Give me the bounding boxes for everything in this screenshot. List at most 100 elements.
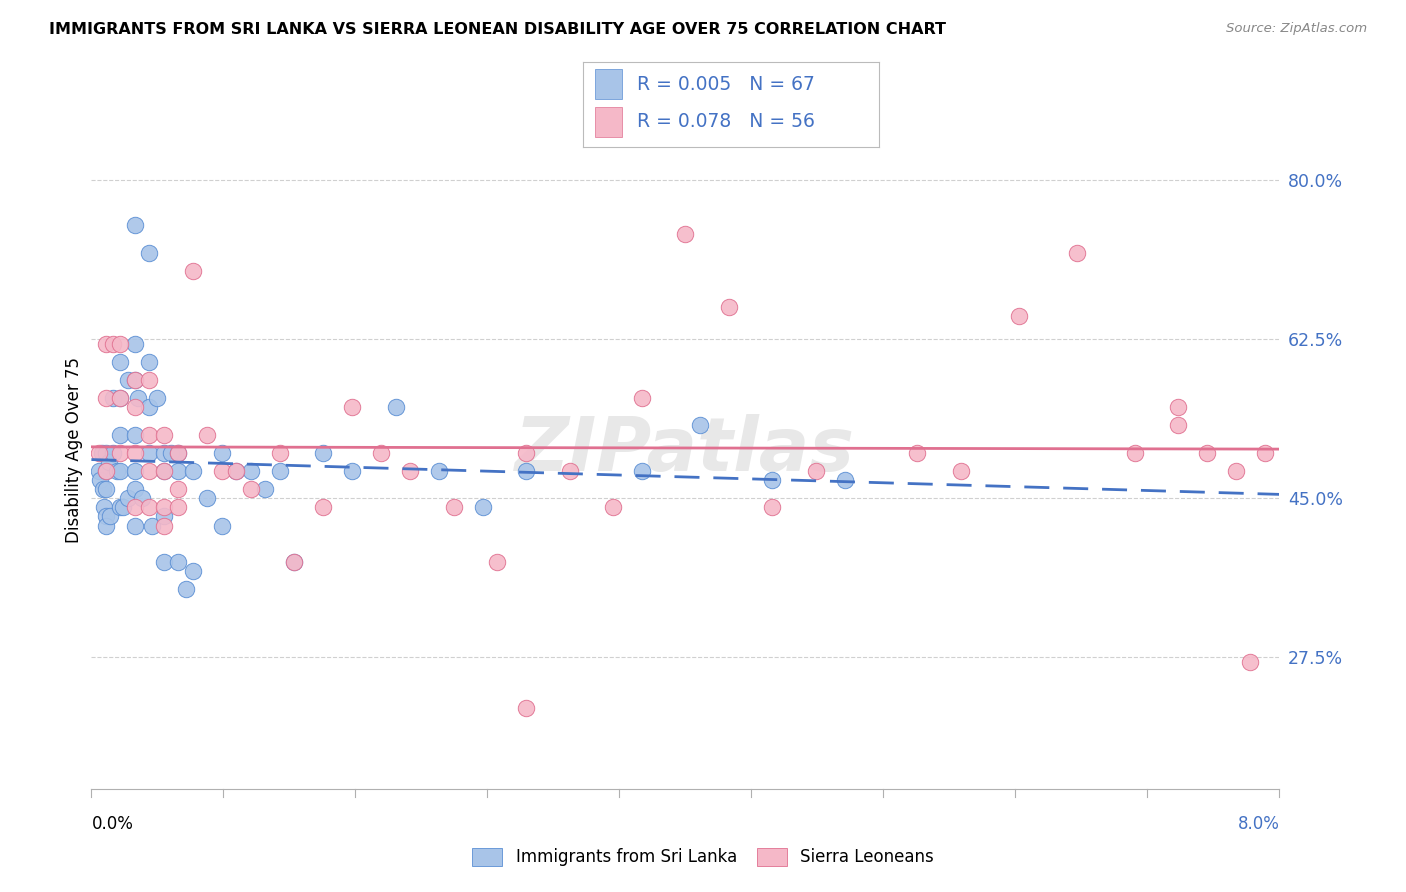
Text: R = 0.078   N = 56: R = 0.078 N = 56 (637, 112, 814, 131)
Point (110, 336, 132, 351)
Point (110, 427, 132, 442)
Point (153, 509, 176, 524)
Point (110, 355, 132, 369)
Point (195, 491, 218, 506)
Point (160, 446, 183, 460)
Point (110, 446, 132, 460)
Point (167, 446, 190, 460)
Point (269, 446, 291, 460)
Point (124, 336, 146, 351)
Point (515, 464, 537, 478)
Point (689, 418, 711, 433)
Point (138, 500, 160, 515)
Point (1008, 310, 1031, 324)
Bar (595, 107, 621, 137)
Point (94, 336, 117, 351)
Point (181, 564, 204, 578)
Point (283, 555, 305, 569)
Point (101, 446, 124, 460)
Text: IMMIGRANTS FROM SRI LANKA VS SIERRA LEONEAN DISABILITY AGE OVER 75 CORRELATION C: IMMIGRANTS FROM SRI LANKA VS SIERRA LEON… (49, 22, 946, 37)
Point (167, 500, 190, 515)
Point (167, 555, 190, 569)
Point (384, 401, 406, 415)
Point (195, 427, 218, 442)
Point (1066, 245, 1088, 260)
Point (399, 464, 422, 478)
Point (107, 464, 129, 478)
Point (1225, 464, 1247, 478)
Point (124, 446, 146, 460)
Point (138, 373, 160, 387)
Point (254, 482, 277, 496)
Point (94, 464, 117, 478)
Point (138, 464, 160, 478)
Point (283, 555, 305, 569)
Point (87, 464, 110, 478)
Point (167, 446, 190, 460)
Point (124, 482, 146, 496)
Text: ZIPatlas: ZIPatlas (516, 414, 855, 487)
Point (124, 427, 146, 442)
Point (127, 391, 149, 405)
Point (94, 509, 117, 524)
Point (110, 464, 132, 478)
Point (486, 555, 509, 569)
Point (1254, 446, 1277, 460)
Point (141, 518, 163, 533)
Point (312, 500, 335, 515)
Point (93, 500, 115, 515)
Point (89, 473, 111, 487)
Point (181, 464, 204, 478)
Point (225, 464, 247, 478)
Point (124, 219, 146, 233)
Point (631, 464, 654, 478)
Point (124, 518, 146, 533)
Point (138, 401, 160, 415)
Text: 8.0%: 8.0% (1237, 815, 1279, 833)
Point (340, 464, 363, 478)
Point (1167, 418, 1189, 433)
Point (167, 482, 190, 496)
Point (124, 401, 146, 415)
Point (138, 427, 160, 442)
Point (124, 373, 146, 387)
Point (761, 473, 783, 487)
Point (427, 464, 450, 478)
Point (515, 700, 537, 714)
Point (153, 500, 176, 515)
Point (1123, 446, 1146, 460)
Point (239, 464, 262, 478)
Point (101, 336, 124, 351)
Text: R = 0.005   N = 67: R = 0.005 N = 67 (637, 75, 814, 94)
Point (153, 555, 176, 569)
Point (804, 464, 827, 478)
Y-axis label: Disability Age Over 75: Disability Age Over 75 (65, 358, 83, 543)
Point (110, 391, 132, 405)
Point (153, 446, 176, 460)
Point (225, 464, 247, 478)
Point (94, 446, 117, 460)
Point (370, 446, 392, 460)
Text: Source: ZipAtlas.com: Source: ZipAtlas.com (1226, 22, 1367, 36)
Point (167, 464, 190, 478)
Point (153, 464, 176, 478)
Point (312, 446, 335, 460)
Text: 0.0%: 0.0% (91, 815, 134, 833)
Point (138, 245, 160, 260)
Bar (595, 70, 621, 99)
Point (673, 227, 696, 242)
Point (515, 446, 537, 460)
Point (110, 391, 132, 405)
Point (211, 518, 233, 533)
Point (1167, 401, 1189, 415)
Point (602, 500, 624, 515)
Point (239, 482, 262, 496)
Point (112, 500, 135, 515)
Point (153, 464, 176, 478)
Point (949, 464, 972, 478)
Point (124, 464, 146, 478)
Point (834, 473, 856, 487)
Point (631, 391, 654, 405)
Point (87, 446, 110, 460)
Point (110, 500, 132, 515)
